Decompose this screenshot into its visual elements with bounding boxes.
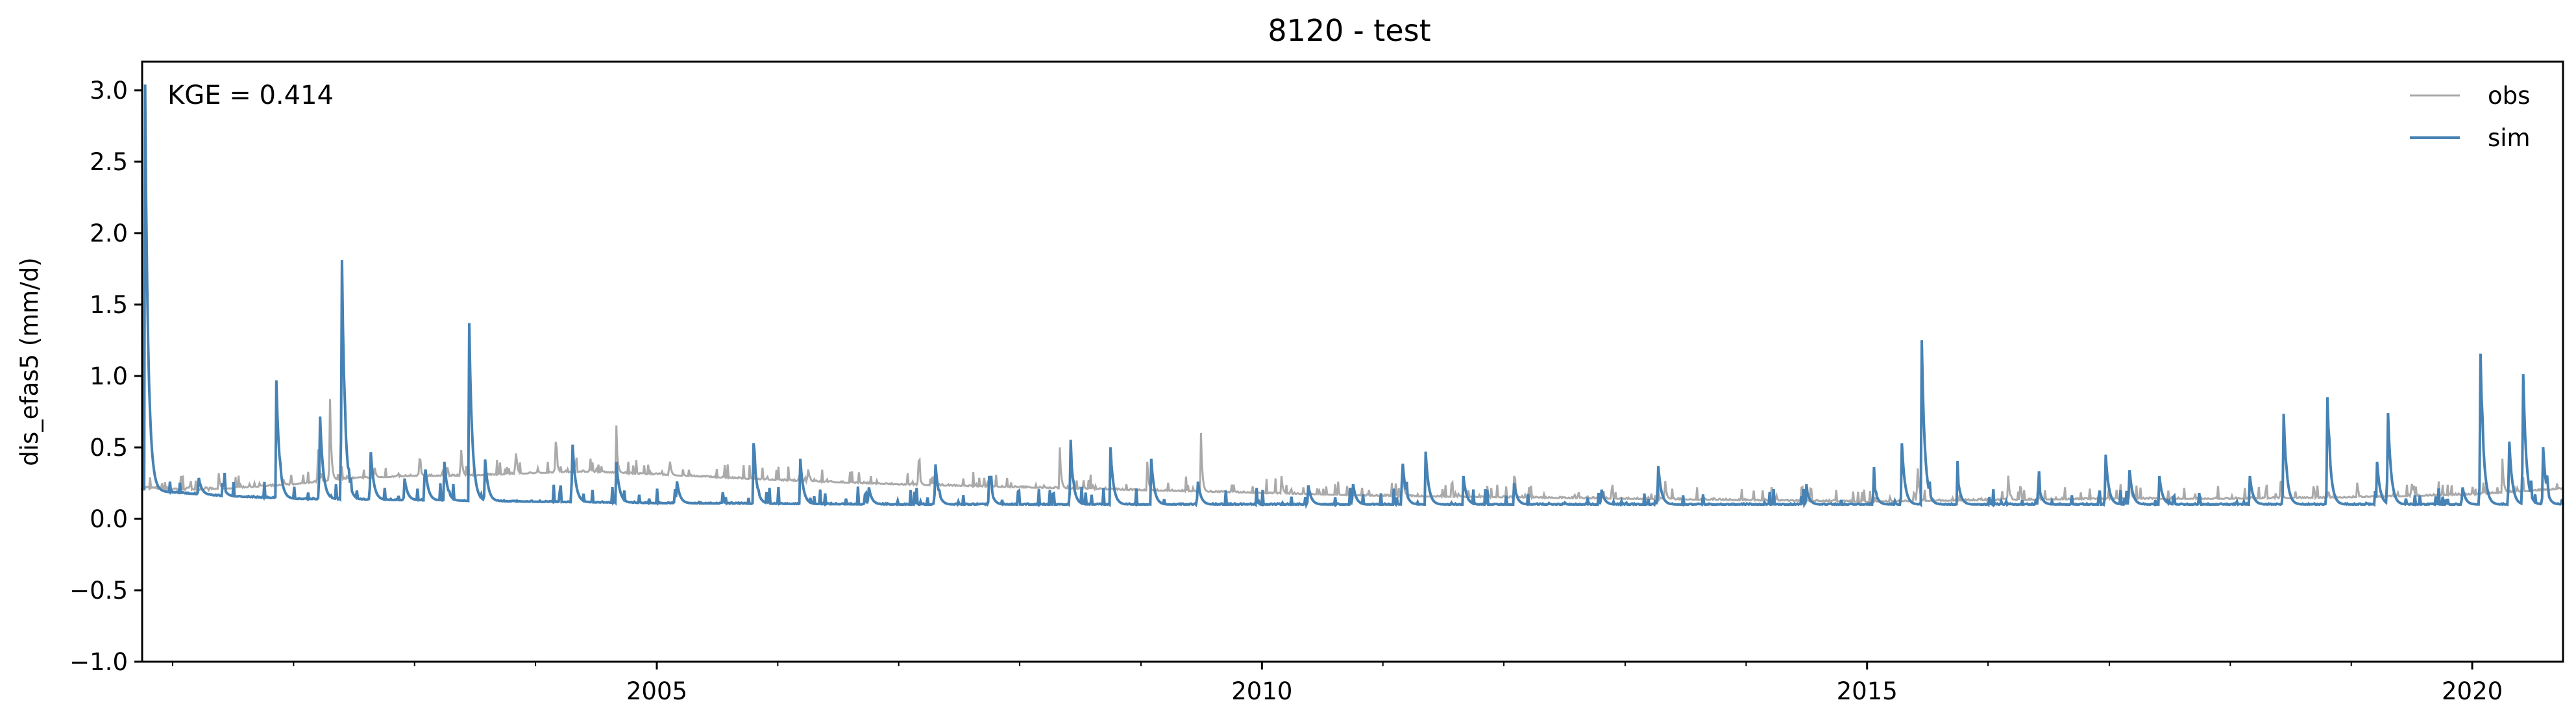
- x-axis: 2005 2010 2015 2020: [171, 662, 2503, 705]
- y-tick-label: 2.0: [90, 219, 128, 247]
- y-tick-label: 0.5: [90, 434, 128, 462]
- y-tick-label: 0.0: [90, 505, 128, 533]
- y-axis: −1.0 −0.5 0.0 0.5 1.0 1.5 2.0 2.5 3.0: [69, 77, 142, 676]
- x-tick-label: 2010: [1231, 677, 1292, 705]
- series-layer: [141, 84, 2564, 510]
- legend: obs sim: [2410, 82, 2531, 152]
- chart-title: 8120 - test: [1268, 13, 1430, 48]
- y-tick-label: −0.5: [69, 577, 128, 605]
- y-tick-label: 1.0: [90, 362, 128, 390]
- legend-obs-label: obs: [2488, 82, 2530, 110]
- series-line-sim: [141, 84, 2564, 510]
- y-tick-label: 1.5: [90, 291, 128, 319]
- kge-annotation: KGE = 0.414: [167, 81, 334, 110]
- y-tick-label: −1.0: [69, 648, 128, 676]
- x-tick-label: 2020: [2442, 677, 2503, 705]
- y-axis-label: dis_efas5 (mm/d): [16, 257, 43, 466]
- x-tick-label: 2015: [1837, 677, 1898, 705]
- y-tick-label: 3.0: [90, 77, 128, 105]
- y-tick-label: 2.5: [90, 148, 128, 176]
- x-tick-label: 2005: [626, 677, 687, 705]
- plot-frame: [141, 60, 2564, 663]
- legend-sim-label: sim: [2488, 124, 2531, 152]
